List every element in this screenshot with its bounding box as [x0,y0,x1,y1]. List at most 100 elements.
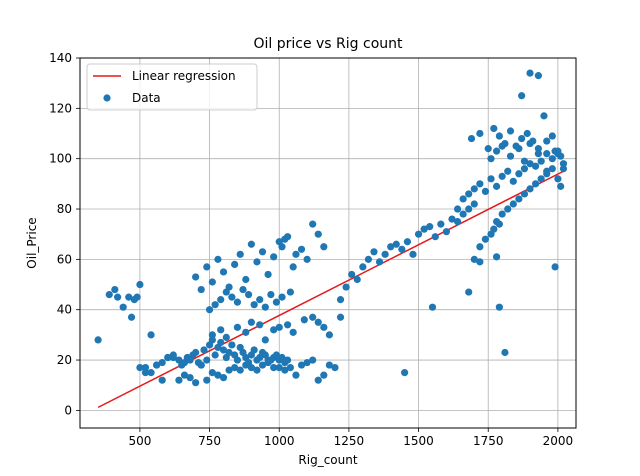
data-point [467,134,476,143]
data-point [476,129,484,138]
data-point [283,321,292,329]
legend-data-label: Data [132,91,161,105]
data-point [526,160,534,168]
data-point [543,170,551,178]
data-point [197,285,205,294]
data-point [242,328,250,336]
data-point [529,137,537,145]
data-point [414,230,423,238]
data-point [272,298,281,306]
data-point [548,165,556,173]
data-point [331,363,339,372]
data-point [236,250,244,258]
data-point [158,358,166,367]
data-point [127,313,136,321]
data-point [375,258,384,266]
x-tick-label: 1250 [334,434,365,448]
data-point [264,270,272,279]
data-point [200,346,208,354]
data-point [459,210,467,218]
data-point [520,190,529,198]
data-point [501,348,509,357]
data-point [214,371,222,379]
data-point [158,376,166,384]
data-point [504,205,512,213]
data-point [164,353,172,362]
y-tick-label: 40 [57,303,72,317]
data-point [470,255,478,263]
regression-line [97,170,564,409]
data-point [270,326,278,334]
data-point [470,200,478,208]
data-point [111,285,119,294]
data-point [105,290,113,299]
data-point [459,195,467,203]
data-point [426,223,434,231]
data-point [208,278,216,286]
y-tick-label: 80 [57,202,72,216]
data-point [481,235,490,243]
data-point [492,182,501,190]
data-point [515,170,523,178]
data-point [228,293,236,301]
data-point [342,283,350,291]
data-point [231,260,239,268]
y-tick-label: 0 [64,403,72,417]
data-point [233,323,242,331]
data-point [548,132,556,140]
data-point [141,369,150,377]
data-point [217,326,225,334]
data-point [336,296,345,304]
data-point [398,245,406,253]
data-point [270,363,278,372]
data-point [392,240,400,248]
data-point [225,348,233,357]
data-point [258,361,267,369]
data-point [484,145,492,153]
data-point [283,356,292,364]
data-point [114,293,122,301]
chart-title: Oil price vs Rig count [253,36,403,52]
data-point [487,175,495,183]
data-point [531,162,540,170]
data-point [219,268,228,276]
data-point [498,172,506,180]
data-point [244,290,253,299]
data-point [136,363,144,372]
data-point [236,366,244,374]
data-point [465,205,473,213]
data-point [309,356,317,364]
data-point [534,145,542,153]
data-point [309,220,317,228]
x-tick-label: 1750 [473,434,504,448]
data-point [283,233,292,241]
data-point [506,152,515,160]
data-point [559,165,568,173]
data-point [320,371,328,379]
data-point [147,331,155,339]
data-point [208,369,216,377]
data-point [359,263,367,271]
data-point [509,177,517,185]
data-point [492,147,501,155]
data-point [476,258,484,266]
data-point [518,134,526,143]
data-point [94,336,102,344]
data-point [286,363,294,372]
data-point [136,280,144,289]
data-point [130,296,138,304]
data-point [303,255,311,263]
data-point [409,250,417,258]
data-point [490,225,498,233]
y-tick-label: 20 [57,353,72,367]
data-point [203,356,211,364]
y-axis-ticks: 0 20 40 60 80 100 120 140 [49,51,80,417]
data-point [297,361,306,369]
data-point [554,175,562,183]
data-point [203,376,211,384]
x-axis-ticks: 500 750 1000 1250 1500 1750 2000 [128,428,573,448]
data-point [292,250,300,258]
data-point [203,263,211,271]
data-point [253,258,261,266]
legend: Linear regression Data [86,63,258,111]
